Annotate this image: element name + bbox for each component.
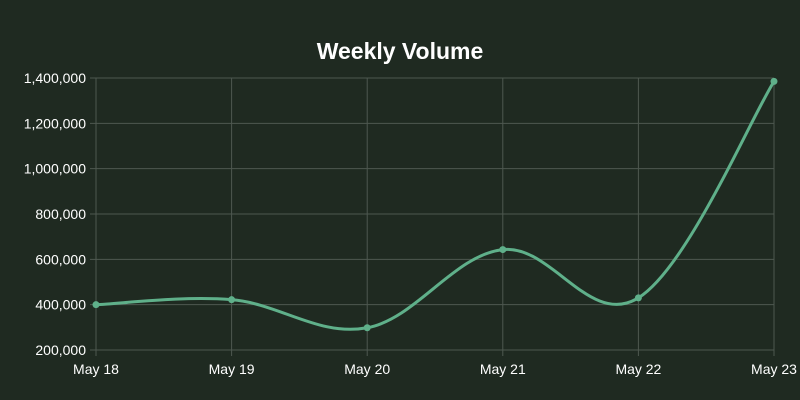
y-tick-label: 1,400,000 <box>24 70 86 86</box>
y-tick-label: 400,000 <box>35 297 86 313</box>
series-line <box>94 79 776 331</box>
x-tick-label: May 19 <box>209 361 255 377</box>
data-point <box>634 294 642 302</box>
data-point <box>228 296 236 304</box>
y-tick-label: 800,000 <box>35 206 86 222</box>
x-tick-label: May 20 <box>344 361 390 377</box>
x-tick-label: May 21 <box>480 361 526 377</box>
data-point <box>363 324 371 332</box>
x-tick-label: May 18 <box>73 361 119 377</box>
y-tick-label: 1,000,000 <box>24 161 86 177</box>
data-point <box>92 301 100 309</box>
data-point <box>499 246 507 254</box>
y-tick-label: 1,200,000 <box>24 115 86 131</box>
chart-title: Weekly Volume <box>316 38 484 64</box>
series-layer <box>92 77 778 332</box>
y-tick-label: 200,000 <box>35 342 86 358</box>
grid-layer <box>90 77 775 356</box>
data-point <box>770 77 778 85</box>
x-tick-label: May 22 <box>615 361 661 377</box>
x-tick-label: May 23 <box>751 361 797 377</box>
y-tick-label: 600,000 <box>35 251 86 267</box>
axis-layer: 200,000 400,000 600,000 800,000 1,000,000 1,2… <box>24 70 797 377</box>
